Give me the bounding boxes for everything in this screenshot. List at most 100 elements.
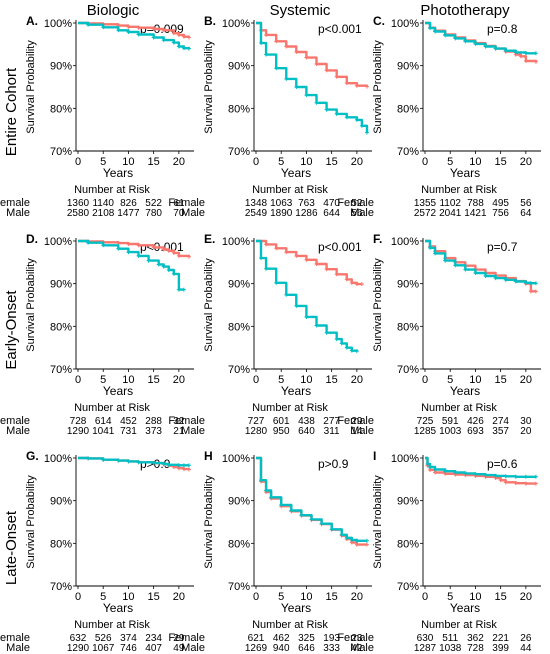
- censor-mark-female: [176, 253, 181, 258]
- x-tick-label: 0: [253, 156, 259, 168]
- censor-mark-male: [279, 502, 284, 507]
- censor-mark-female: [176, 32, 181, 37]
- risk-value: 333: [323, 643, 340, 654]
- risk-value: 1140: [92, 198, 114, 209]
- risk-value: 49: [173, 643, 185, 654]
- x-tick-label: 20: [173, 591, 185, 603]
- x-tick-label: 20: [520, 374, 532, 386]
- y-tick-label: 90%: [228, 496, 250, 508]
- censor-mark-male: [503, 48, 508, 53]
- row-header-early-onset: Early-Onset: [3, 290, 20, 370]
- censor-mark-male: [166, 462, 171, 467]
- censor-mark-female: [171, 31, 176, 36]
- censor-mark-male: [161, 461, 166, 466]
- censor-mark-female: [126, 241, 131, 246]
- x-tick-label: 15: [326, 591, 338, 603]
- censor-mark-female: [181, 467, 186, 472]
- censor-mark-male: [428, 245, 433, 250]
- censor-mark-male: [289, 508, 294, 513]
- risk-row-label-male: Male: [181, 425, 205, 437]
- risk-value: 462: [273, 633, 290, 644]
- risk-value: 731: [120, 426, 137, 437]
- x-axis-title: Years: [281, 166, 311, 180]
- censor-mark-male: [503, 474, 508, 479]
- panels: A. 70% 80% 90% 100% 0 5 10 15 20 Survival Probabil…: [0, 14, 541, 654]
- risk-value: 746: [120, 643, 137, 654]
- censor-mark-female: [344, 277, 349, 282]
- censor-mark-male: [425, 461, 430, 466]
- p-value: p=0.7: [487, 240, 518, 254]
- curve-male: [256, 456, 367, 542]
- risk-row-label-male: Male: [6, 207, 30, 219]
- y-tick-label: 70%: [397, 146, 419, 158]
- row-header-late-onset: Late-Onset: [3, 510, 20, 585]
- x-tick-label: 10: [122, 591, 134, 603]
- risk-value: 1890: [270, 208, 293, 219]
- x-tick-label: 5: [278, 374, 284, 386]
- risk-value: 1421: [464, 208, 487, 219]
- risk-value: 1290: [67, 643, 90, 654]
- x-tick-label: 5: [100, 156, 106, 168]
- x-axis-title: Years: [103, 601, 133, 615]
- censor-mark-male: [528, 281, 533, 286]
- y-tick-label: 90%: [397, 496, 419, 508]
- risk-value: 374: [120, 633, 137, 644]
- x-tick-label: 20: [351, 591, 363, 603]
- y-tick-label: 70%: [397, 364, 419, 376]
- censor-mark-male: [116, 246, 121, 251]
- x-tick-label: 10: [300, 591, 312, 603]
- panel-label: H: [204, 449, 213, 463]
- risk-table-title: Number at Risk: [74, 402, 150, 414]
- censor-mark-male: [161, 38, 166, 43]
- x-tick-label: 20: [173, 156, 185, 168]
- risk-table-title: Number at Risk: [421, 184, 497, 196]
- risk-value: 728: [70, 416, 87, 427]
- censor-mark-female: [354, 282, 359, 287]
- x-tick-label: 15: [495, 374, 507, 386]
- censor-mark-male: [269, 495, 274, 500]
- censor-mark-male: [176, 463, 181, 468]
- risk-value: 728: [467, 643, 484, 654]
- curve-male: [425, 21, 536, 55]
- y-tick-label: 100%: [391, 453, 419, 465]
- risk-value: 61: [173, 198, 185, 209]
- censor-mark-male: [473, 271, 478, 275]
- risk-value: 621: [248, 633, 265, 644]
- y-axis-title: Survival Probability: [372, 40, 384, 134]
- y-tick-label: 100%: [222, 453, 250, 465]
- panel-label: D.: [26, 232, 38, 246]
- censor-mark-female: [274, 246, 279, 251]
- x-axis-title: Years: [103, 384, 133, 398]
- column-header-phototherapy: Phototherapy: [420, 2, 510, 19]
- censor-mark-female: [151, 245, 156, 250]
- risk-table-title: Number at Risk: [252, 619, 328, 631]
- risk-value: 29: [351, 416, 363, 427]
- y-tick-label: 100%: [222, 236, 250, 248]
- risk-value: 2549: [245, 208, 268, 219]
- censor-mark-male: [483, 273, 488, 278]
- censor-mark-male: [136, 32, 141, 37]
- censor-mark-male: [86, 22, 91, 27]
- x-tick-label: 0: [75, 374, 81, 386]
- risk-value: 756: [492, 208, 509, 219]
- risk-row-label-female: Female: [168, 632, 205, 644]
- censor-mark-male: [443, 33, 448, 38]
- censor-mark-male: [354, 538, 359, 543]
- y-tick-label: 100%: [44, 453, 72, 465]
- risk-row-label-female: Female: [337, 197, 374, 209]
- censor-mark-female: [304, 55, 309, 60]
- x-tick-label: 5: [278, 591, 284, 603]
- risk-table-title: Number at Risk: [421, 402, 497, 414]
- risk-row-label-female: Female: [0, 632, 30, 644]
- censor-mark-male: [156, 262, 161, 267]
- censor-mark-female: [364, 84, 369, 89]
- risk-value: 1285: [414, 426, 437, 437]
- censor-mark-male: [186, 46, 191, 51]
- risk-value: 274: [492, 416, 509, 427]
- risk-value: 763: [298, 198, 315, 209]
- risk-value: 470: [323, 198, 340, 209]
- risk-value: 511: [442, 633, 458, 644]
- censor-mark-female: [264, 242, 269, 247]
- x-tick-label: 0: [75, 591, 81, 603]
- censor-mark-male: [151, 461, 156, 466]
